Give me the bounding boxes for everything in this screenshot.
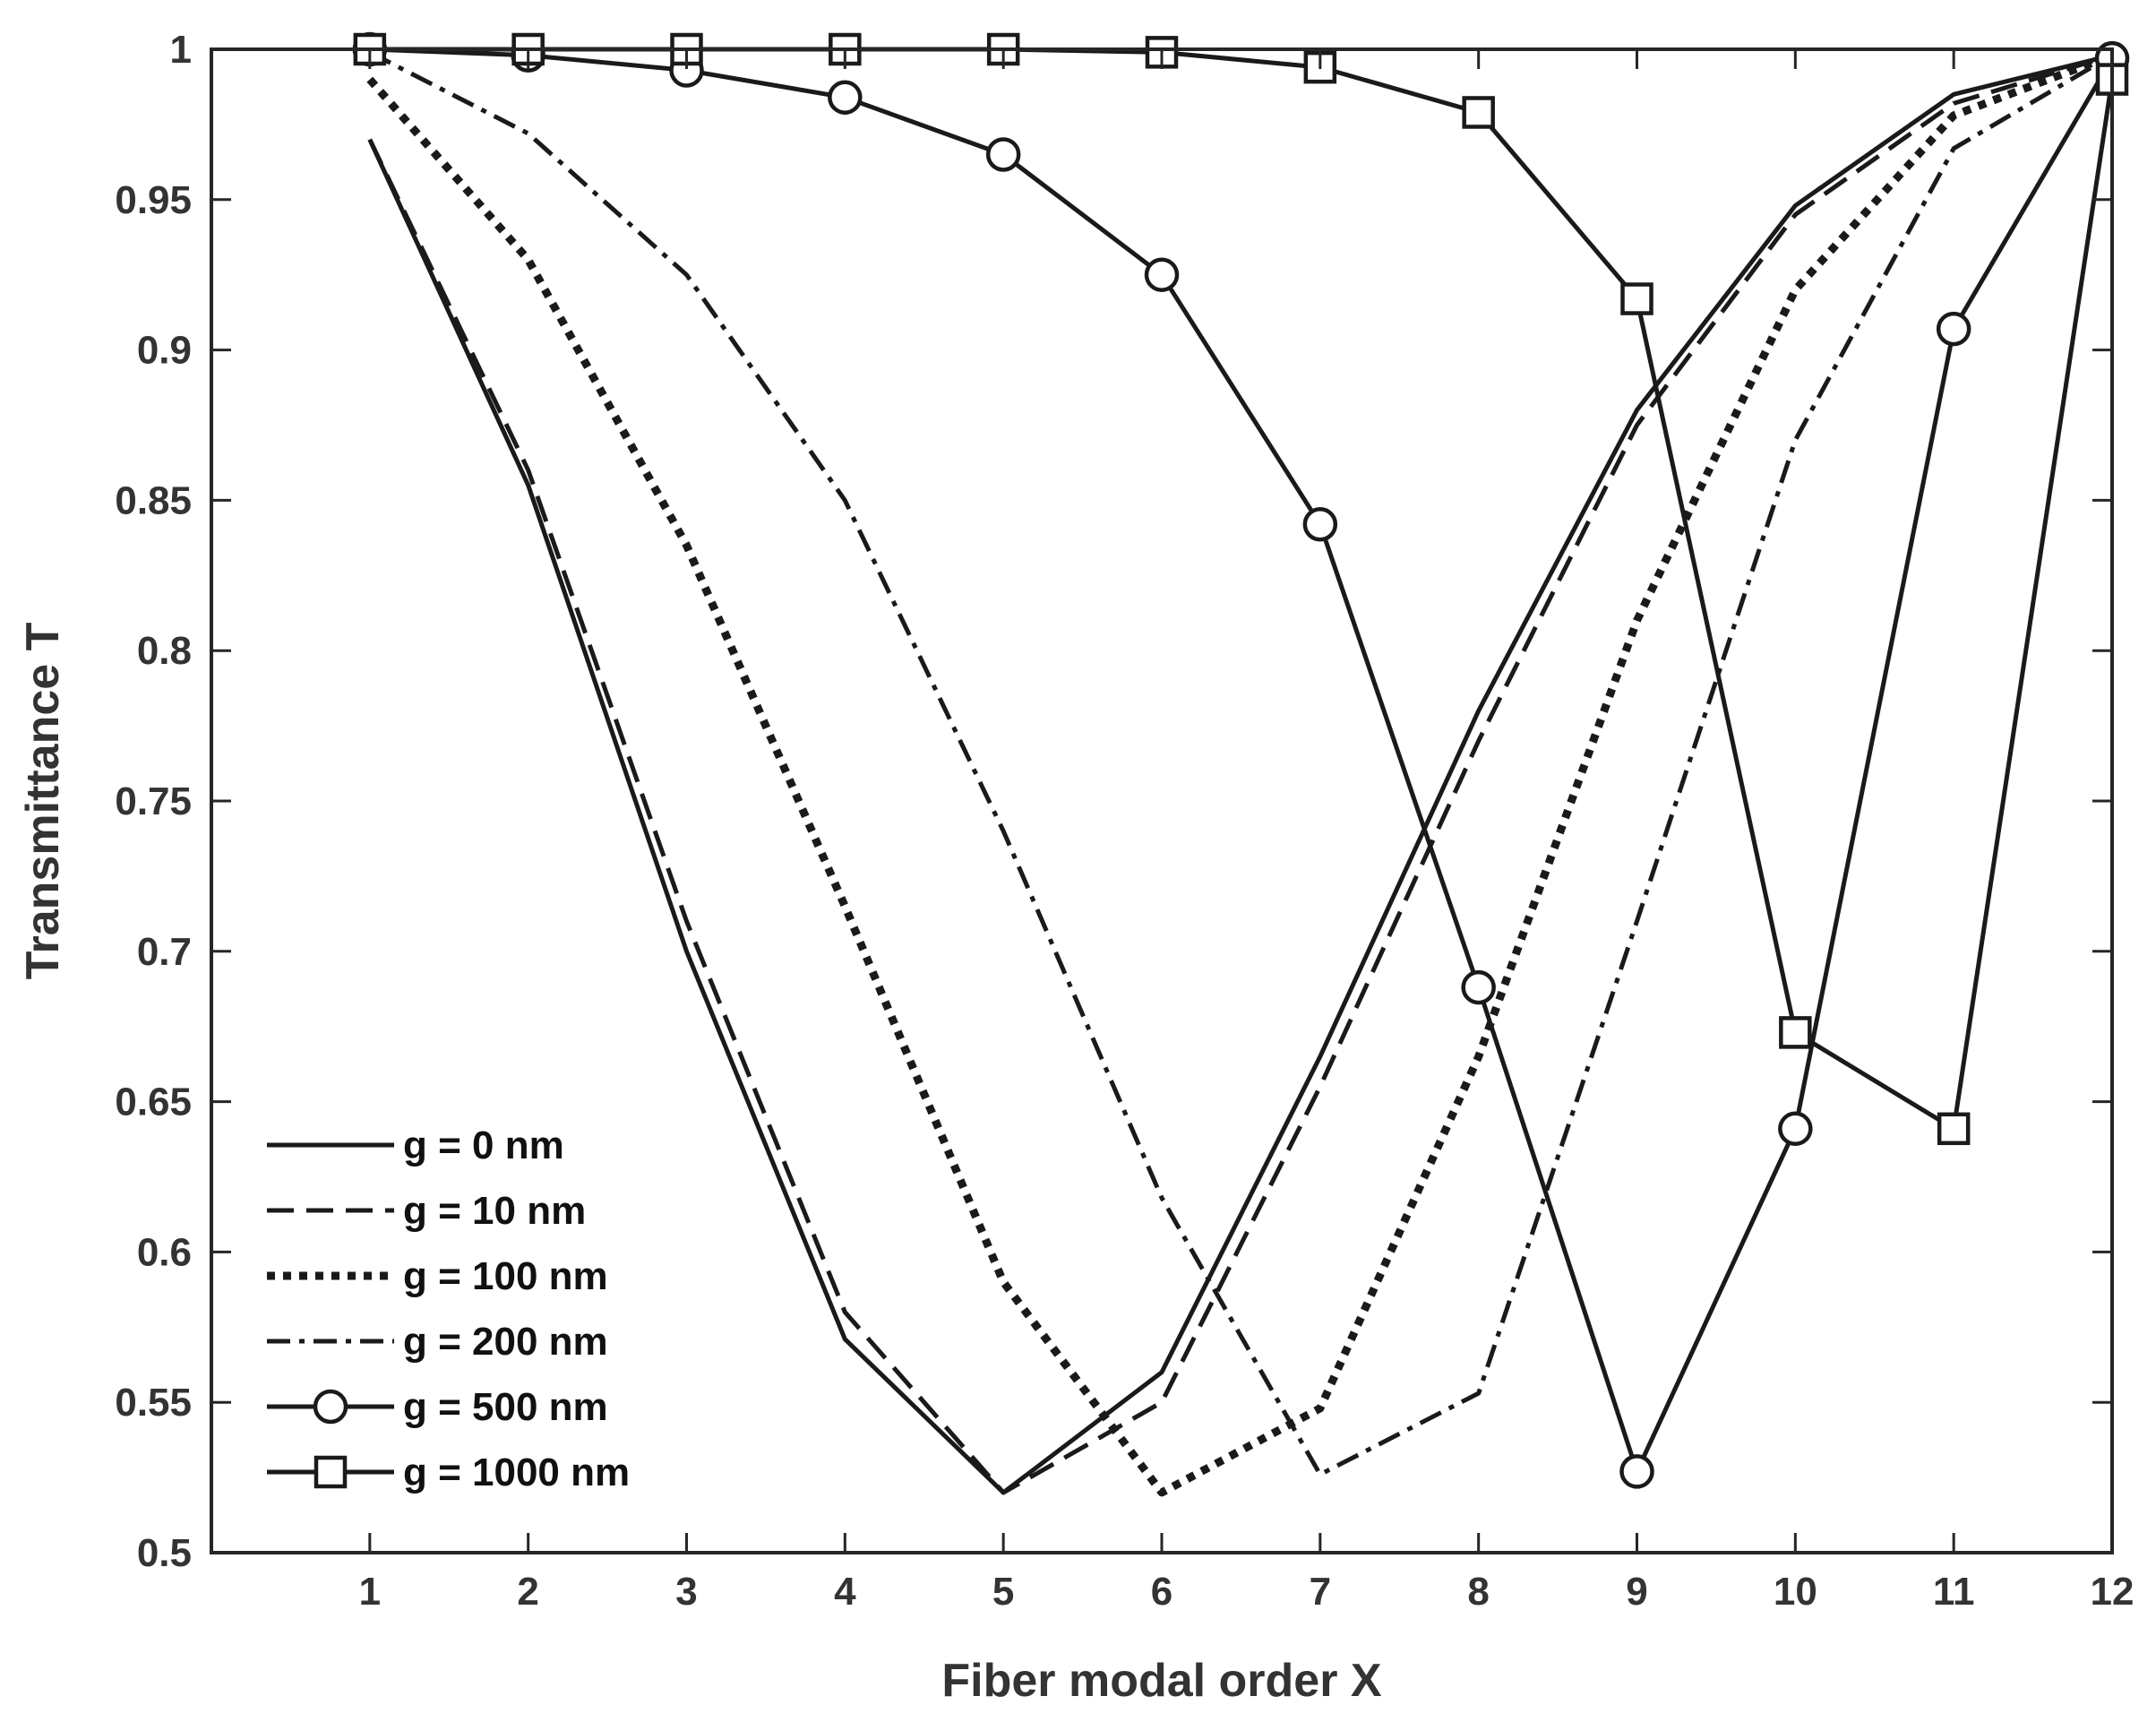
data-point [1619,1454,1654,1489]
legend-entry: g = 100 nm [267,1254,608,1298]
data-point [1936,311,1971,347]
y-tick-label: 1 [170,28,192,72]
x-tick-label: 1 [359,1570,381,1614]
x-axis-label: Fiber modal order X [941,1655,1382,1707]
legend-label: g = 10 nm [403,1189,586,1233]
legend-label: g = 0 nm [403,1124,564,1167]
legend-entry: g = 200 nm [267,1320,608,1364]
legend-marker [313,1389,348,1425]
legend-marker [314,1455,348,1489]
data-point [1779,1016,1812,1049]
x-tick-label: 6 [1151,1570,1172,1614]
series-line [367,53,2113,1495]
y-tick-label: 0.65 [115,1081,192,1124]
data-point [1462,96,1495,129]
y-tick-label: 0.7 [137,930,192,974]
data-point [1461,969,1496,1005]
legend-label: g = 500 nm [403,1385,608,1429]
y-tick-label: 0.9 [137,329,192,373]
data-point [1620,282,1654,315]
data-point [1302,506,1338,542]
legend-entry: g = 0 nm [267,1124,564,1167]
data-point [1144,257,1180,292]
x-tick-label: 9 [1626,1570,1647,1614]
series-line [369,47,2115,1474]
y-tick-label: 0.5 [137,1531,192,1575]
legend-entry: g = 500 nm [267,1385,608,1429]
x-tick-label: 4 [834,1570,856,1614]
data-point [828,80,863,115]
x-tick-label: 3 [675,1570,697,1614]
x-tick-label: 10 [1774,1570,1817,1614]
series-0 [367,53,2113,1495]
legend-entry: g = 1000 nm [267,1451,630,1494]
series-line [368,50,2114,1477]
series-2 [366,51,2114,1497]
y-tick-label: 0.95 [115,178,192,222]
y-tick-label: 0.6 [137,1230,192,1274]
legend-entry: g = 10 nm [267,1189,586,1233]
x-tick-label: 8 [1467,1570,1489,1614]
x-tick-label: 2 [517,1570,538,1614]
data-point [1937,1112,1971,1146]
data-point [985,137,1021,172]
y-tick-label: 0.55 [115,1381,192,1425]
x-tick-label: 11 [1933,1570,1975,1614]
legend-label: g = 100 nm [403,1254,608,1298]
y-tick-label: 0.8 [137,629,192,673]
x-tick-label: 7 [1310,1570,1331,1614]
tick-layer: 1 2 3 4 5 6 7 8 9 10 11 120.50.550.60.650.70.750.80… [115,28,2134,1614]
legend-label: g = 1000 nm [403,1451,630,1494]
series-line [366,51,2114,1497]
series-line [367,53,2113,1495]
y-axis-label: Transmittance T [17,622,69,979]
series-1 [367,53,2113,1495]
series-layer [352,31,2130,1497]
y-tick-label: 0.85 [115,478,192,522]
data-point [1778,1111,1813,1147]
x-tick-label: 5 [992,1570,1014,1614]
y-tick-label: 0.75 [115,779,192,823]
legend-label: g = 200 nm [403,1320,608,1364]
legend: g = 0 nm g = 10 nm g = 100 nm g = 200 nm g =… [267,1124,630,1494]
x-tick-label: 12 [2091,1570,2135,1614]
series-3 [368,50,2114,1477]
